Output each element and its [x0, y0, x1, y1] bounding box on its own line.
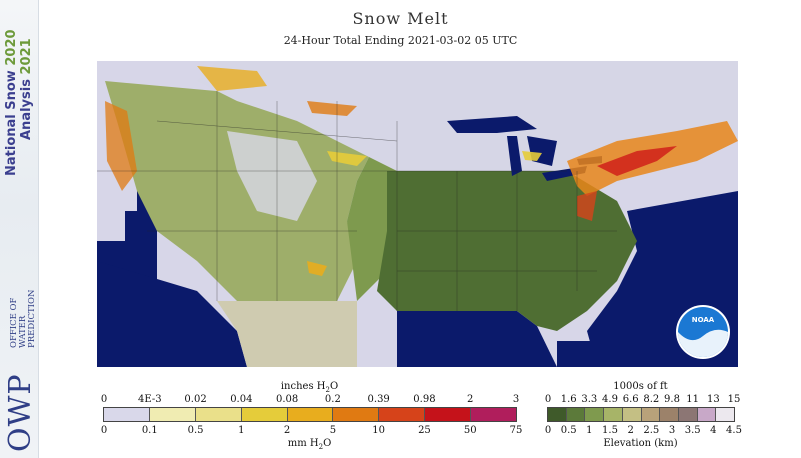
melt-swatch-6	[379, 408, 426, 421]
melt-mm-tick-0: 0	[100, 425, 108, 436]
no-data-mexico	[217, 301, 357, 367]
elev-swatch-1	[566, 408, 586, 421]
melt-swatch-3	[241, 408, 288, 421]
elev-km-tick-7: 3.5	[684, 425, 701, 436]
elev-km-tick-3: 1.5	[602, 425, 618, 436]
melt-swatch-1	[149, 408, 196, 421]
elev-km-tick-4: 2	[627, 425, 634, 436]
melt-inch-tick-9: 3	[512, 394, 520, 405]
elev-ft-tick-3: 4.9	[602, 394, 618, 405]
elev-swatch-5	[641, 408, 661, 421]
elev-km-tick-2: 1	[586, 425, 593, 436]
melt-mm-tick-8: 50	[463, 425, 477, 436]
elev-ft-tick-9: 15	[727, 394, 741, 405]
elev-km-tick-6: 3	[668, 425, 676, 436]
elev-swatch-2	[585, 408, 605, 421]
melt-northern-rockies	[197, 66, 267, 91]
melt-inch-tick-0: 0	[100, 394, 108, 405]
elev-swatch-4	[622, 408, 642, 421]
melt-mid-atlantic	[577, 191, 597, 221]
melt-mm-tick-4: 2	[283, 425, 291, 436]
caribbean	[557, 341, 597, 367]
melt-swatch-2	[195, 408, 242, 421]
melt-legend-title-top: inches H2O	[280, 381, 339, 394]
elev-km-tick-9: 4.5	[726, 425, 742, 436]
elev-ft-tick-0: 0	[544, 394, 552, 405]
melt-legend-title-bottom: mm H2O	[287, 438, 332, 451]
elev-ft-tick-2: 3.3	[581, 394, 598, 405]
snow-cover-north	[197, 61, 738, 171]
noaa-logo-text: NOAA	[692, 316, 715, 324]
melt-west-coast	[105, 101, 137, 191]
melt-northeast-core	[597, 146, 677, 176]
melt-inch-tick-3: 0.04	[230, 394, 253, 405]
melt-inch-tick-8: 2	[467, 394, 474, 405]
pacific-ocean-south	[97, 261, 247, 367]
elev-swatch-3	[604, 408, 623, 421]
elev-legend-title-top: 1000s of ft	[613, 381, 668, 392]
melt-mm-tick-6: 10	[372, 425, 386, 436]
melt-inch-tick-1: 4E-3	[137, 394, 162, 405]
melt-swatch-0	[104, 408, 150, 421]
elev-ft-tick-6: 9.8	[664, 394, 680, 405]
owp-logo: OWP	[3, 373, 38, 452]
elev-km-tick-8: 4	[710, 425, 717, 436]
melt-inch-tick-5: 0.2	[324, 394, 341, 405]
lake-michigan	[507, 136, 522, 176]
elev-ft-tick-1: 1.6	[560, 394, 577, 405]
elev-ft-tick-4: 6.6	[622, 394, 639, 405]
product-name-2: Analysis 2021	[19, 38, 34, 140]
snow-cover-rockies	[227, 131, 317, 221]
melt-swatch-4	[287, 408, 334, 421]
elev-ft-tick-8: 13	[706, 394, 720, 405]
noaa-logo: NOAA	[676, 305, 730, 359]
elev-km-tick-0: 0	[544, 425, 552, 436]
elev-swatch-7	[678, 408, 698, 421]
melt-mm-tick-7: 25	[418, 425, 431, 436]
western-us	[105, 81, 377, 301]
melt-northern-plains	[307, 101, 357, 116]
product-name: National Snow 2020	[4, 29, 19, 176]
elev-swatch-8	[697, 408, 717, 421]
snow-melt-map: NOAA	[97, 61, 738, 367]
gulf-of-mexico	[397, 311, 557, 367]
page-subtitle: 24-Hour Total Ending 2021-03-02 05 UTC	[283, 34, 518, 47]
melt-colorado	[307, 261, 327, 276]
elevation-colorbar	[547, 407, 735, 422]
melt-inch-tick-4: 0.08	[275, 394, 299, 405]
lake-superior	[447, 116, 537, 133]
sidebar-banner: National Snow 2020 Analysis 2021 OFFICE …	[0, 0, 39, 458]
eastern-us	[377, 171, 637, 331]
melt-inch-tick-2: 0.02	[184, 394, 207, 405]
melt-inch-tick-6: 0.39	[367, 394, 390, 405]
org-name: OFFICE OF WATER PREDICTION	[9, 289, 37, 348]
elev-ft-tick-5: 8.2	[643, 394, 660, 405]
melt-inch-tick-7: 0.98	[413, 394, 436, 405]
melt-swatch-5	[333, 408, 380, 421]
elev-swatch-9	[716, 408, 735, 421]
elev-ft-tick-7: 11	[686, 394, 700, 405]
elev-km-tick-1: 0.5	[560, 425, 577, 436]
melt-mm-tick-1: 0.1	[141, 425, 158, 436]
elev-swatch-0	[548, 408, 567, 421]
elev-legend-title-bottom: Elevation (km)	[603, 438, 678, 449]
elev-swatch-6	[660, 408, 679, 421]
melt-mm-tick-5: 5	[329, 425, 337, 436]
elev-km-tick-5: 2.5	[643, 425, 660, 436]
melt-colorbar	[103, 407, 517, 422]
melt-mm-tick-9: 75	[509, 425, 523, 436]
melt-swatch-8	[471, 408, 517, 421]
page-title: Snow Melt	[352, 9, 449, 28]
melt-swatch-7	[425, 408, 472, 421]
melt-mm-tick-2: 0.5	[187, 425, 204, 436]
melt-mm-tick-3: 1	[238, 425, 245, 436]
melt-michigan	[522, 151, 542, 161]
state-boundaries	[97, 91, 617, 311]
